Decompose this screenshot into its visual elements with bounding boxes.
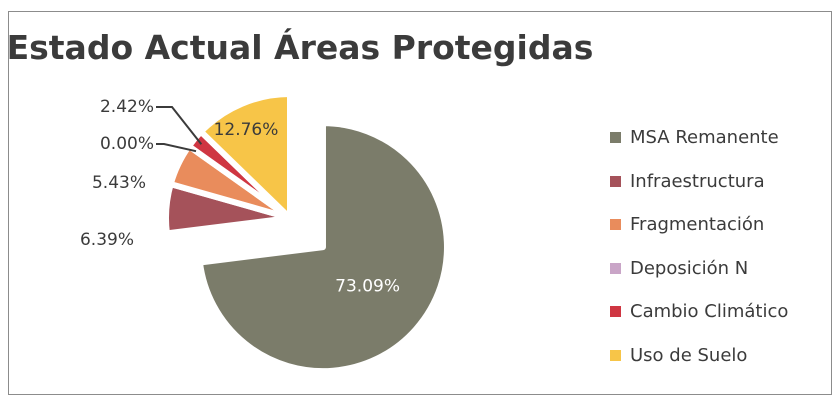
legend-label: Cambio Climático [630,301,789,323]
legend-item: Cambio Climático [610,290,788,334]
leader-line [156,106,203,145]
data-label: 6.39% [80,230,134,250]
legend-item: MSA Remanente [610,116,788,160]
pie-slice [196,120,450,375]
legend-swatch [610,349,621,361]
data-label: 12.76% [214,120,279,140]
legend-swatch [610,175,621,187]
legend-label: MSA Remanente [630,127,779,149]
chart-title: Estado Actual Áreas Protegidas [6,28,594,67]
legend-label: Fragmentación [630,214,765,236]
legend-swatch [610,306,621,318]
legend-item: Infraestructura [610,160,788,204]
data-label: 73.09% [335,277,400,297]
data-label: 2.42% [100,97,154,117]
legend-swatch [610,219,621,231]
legend-swatch [610,132,621,144]
pie-slice [197,91,293,221]
leader-line [156,143,197,153]
data-label: 0.00% [100,134,154,154]
legend-item: Uso de Suelo [610,334,788,378]
chart-legend: MSA Remanente Infraestructura Fragmentac… [610,116,788,377]
legend-label: Infraestructura [630,170,765,192]
legend-item: Fragmentación [610,203,788,247]
legend-label: Uso de Suelo [630,344,748,366]
data-label: 5.43% [92,173,146,193]
legend-item: Deposición N [610,247,788,291]
legend-swatch [610,262,621,274]
legend-label: Deposición N [630,257,749,279]
